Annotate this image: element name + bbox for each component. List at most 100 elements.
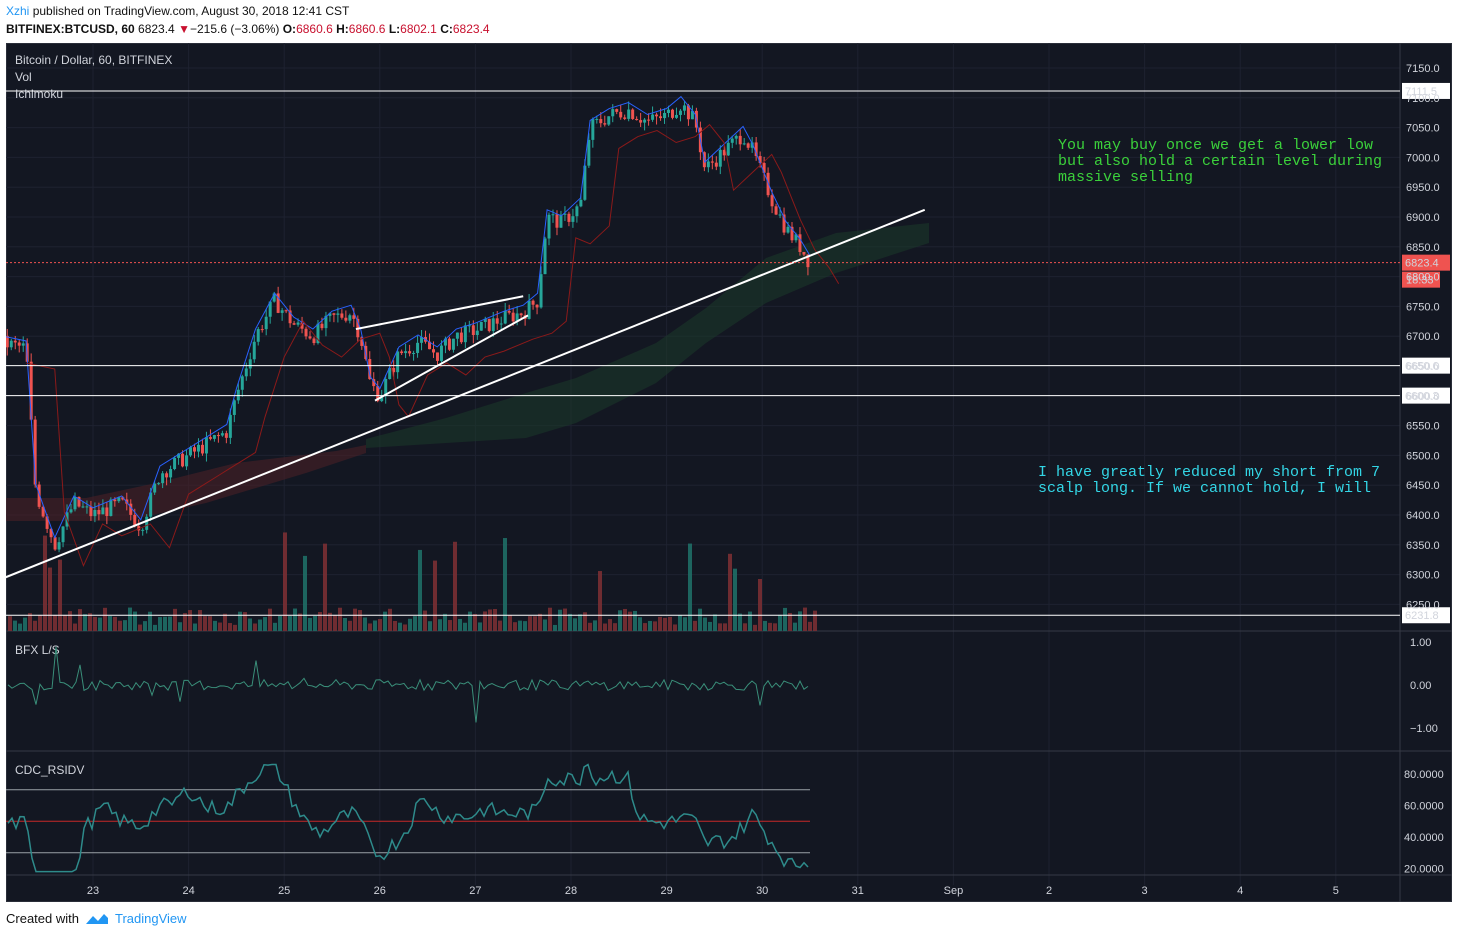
candle-body xyxy=(786,226,790,233)
candle-body xyxy=(655,114,659,117)
candle-body xyxy=(37,484,41,507)
time-tick-label: 4 xyxy=(1237,885,1243,897)
volume-bar xyxy=(713,614,717,631)
volume-bar xyxy=(743,623,747,631)
candle-body xyxy=(173,457,177,470)
candle-body xyxy=(459,332,463,343)
volume-bar xyxy=(288,616,292,631)
volume-bar xyxy=(13,620,17,631)
candle-body xyxy=(404,351,408,354)
high-value: 6860.6 xyxy=(348,22,386,36)
candle-body xyxy=(686,105,690,120)
time-tick-label: 5 xyxy=(1333,885,1339,897)
volume-bar xyxy=(88,613,92,631)
candle-body xyxy=(615,109,619,112)
candle-body xyxy=(57,542,61,550)
volume-bar xyxy=(248,618,252,631)
volume-bar xyxy=(38,614,42,631)
candle-body xyxy=(129,503,133,515)
rsi-tick-label: 80.0000 xyxy=(1404,769,1444,781)
candle-body xyxy=(551,214,555,216)
candle-body xyxy=(185,455,189,467)
volume-bar xyxy=(808,621,812,631)
note-green-line: massive selling xyxy=(1058,169,1193,186)
candle-body xyxy=(380,395,384,402)
low-label: L: xyxy=(388,22,401,36)
candle-body xyxy=(224,433,228,438)
volume-bar xyxy=(258,619,262,631)
volume-bar xyxy=(623,608,627,631)
volume-bar xyxy=(798,611,802,631)
candle-body xyxy=(790,226,794,241)
candle-body xyxy=(21,343,25,346)
volume-bar xyxy=(613,623,617,631)
volume-bar xyxy=(778,614,782,631)
candle-body xyxy=(312,338,316,344)
price-tick-label: 6300.0 xyxy=(1406,570,1440,582)
volume-bar xyxy=(168,616,172,631)
volume-bar xyxy=(133,611,137,631)
level-price-tag xyxy=(1402,387,1450,404)
ichimoku-cloud-red xyxy=(6,445,366,521)
volume-bar xyxy=(153,624,157,631)
volume-bar xyxy=(423,610,427,631)
candle-body xyxy=(153,483,157,493)
price-chart[interactable]: 7111.5 6650.6 6600.3 6231.8 6823.4 18:33 7150.… xyxy=(6,43,1452,902)
author-link[interactable]: Xzhi xyxy=(6,4,30,18)
candle-body xyxy=(670,109,674,118)
volume-bar xyxy=(93,616,97,631)
volume-bar xyxy=(233,624,237,631)
candle-body xyxy=(240,376,244,390)
tradingview-link[interactable]: TradingView xyxy=(114,911,187,926)
candle-body xyxy=(639,120,643,123)
candle-body xyxy=(396,351,400,373)
volume-bar xyxy=(723,623,727,631)
volume-bar xyxy=(763,620,767,631)
trendline xyxy=(6,208,926,579)
volume-bar xyxy=(583,612,587,631)
volume-bar xyxy=(633,610,637,631)
volume-bar xyxy=(413,616,417,631)
candle-body xyxy=(133,514,137,527)
volume-bar xyxy=(773,623,777,631)
candle-body xyxy=(276,293,280,313)
candle-body xyxy=(623,117,627,119)
volume-bar xyxy=(418,549,422,631)
bfx-tick-label: 1.00 xyxy=(1410,637,1431,649)
candle-body xyxy=(117,497,121,502)
candle-body xyxy=(189,447,193,456)
volume-bar xyxy=(793,622,797,631)
volume-bar xyxy=(313,615,317,631)
volume-bar xyxy=(668,616,672,631)
rsi-pane-title: CDC_RSIDV xyxy=(15,763,84,777)
candle-body xyxy=(324,315,328,329)
volume-bar xyxy=(618,610,622,631)
ichimoku-conversion-line xyxy=(6,95,811,539)
candle-body xyxy=(260,329,264,331)
volume-bar xyxy=(718,623,722,631)
level-price-tag xyxy=(1402,82,1450,99)
candle-body xyxy=(503,310,507,324)
volume-bar xyxy=(803,607,807,631)
volume-bar xyxy=(353,608,357,631)
candle-body xyxy=(667,109,671,113)
level-price-label: 6650.6 xyxy=(1405,361,1439,373)
time-tick-label: 25 xyxy=(278,885,290,897)
candle-body xyxy=(802,251,806,255)
candle-body xyxy=(292,323,296,325)
candle-body xyxy=(416,342,420,353)
volume-bar xyxy=(28,613,32,631)
candle-body xyxy=(635,118,639,121)
volume-bar xyxy=(58,559,62,631)
candle-body xyxy=(439,345,443,361)
bfx-pane-title: BFX L/S xyxy=(15,643,60,657)
volume-bar xyxy=(678,615,682,631)
time-tick-label: 2 xyxy=(1046,885,1052,897)
volume-bar xyxy=(518,620,522,631)
volume-bar xyxy=(433,560,437,631)
volume-bar xyxy=(173,608,177,631)
candle-body xyxy=(41,506,45,517)
candle-body xyxy=(575,206,579,217)
candle-body xyxy=(643,119,647,123)
volume-bar xyxy=(653,621,657,631)
